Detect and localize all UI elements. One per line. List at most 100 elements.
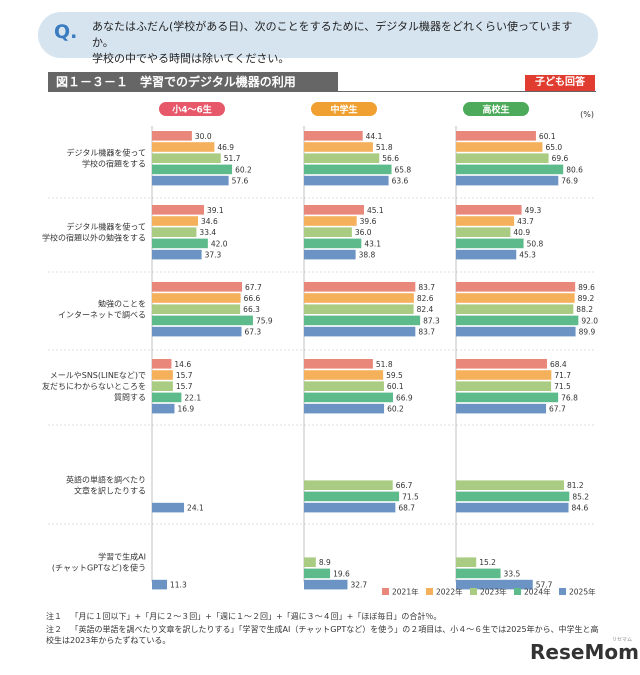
category-label-4-line-1: メールやSNS(LINEなど)で: [50, 371, 146, 380]
question-line-2: 学校の中でやる時間は除いてください。: [92, 52, 290, 65]
category-label-3-line-1: 勉強のことを: [98, 299, 146, 309]
bar-c1-g1-s3: [152, 153, 221, 163]
value-label-c2-g1-s1: 39.1: [207, 206, 224, 215]
group-label-3: 高校生: [482, 104, 509, 116]
value-label-c2-g1-s4: 42.0: [211, 239, 228, 248]
value-label-c1-g3-s1: 60.1: [539, 132, 556, 141]
bar-c5-g3-s5: [456, 502, 569, 513]
value-label-c4-g1-s5: 16.9: [177, 405, 194, 414]
value-label-c1-g1-s3: 51.7: [224, 154, 241, 163]
bar-c3-g3-s4: [456, 315, 579, 326]
value-label-c5-g1-s5: 24.1: [187, 504, 204, 513]
value-label-c4-g3-s3: 71.5: [554, 382, 571, 391]
bar-c4-g1-s1: [152, 359, 172, 369]
value-label-c2-g2-s2: 39.6: [360, 217, 377, 226]
note-1-text: 「月に１回以下」+「月に２～３回」+「週に１～２回」+「週に３～４回」+「ほぼ毎…: [70, 612, 442, 621]
bar-c4-g1-s4: [152, 392, 182, 403]
bar-c3-g3-s3: [456, 304, 574, 314]
percent-unit-label: (%): [580, 110, 594, 119]
respondent-badge: 子ども回答: [525, 75, 595, 91]
category-label-1-line-2: 学校の宿題をする: [82, 159, 146, 169]
bar-c2-g1-s5: [152, 249, 202, 260]
legend-swatch-1: [382, 588, 389, 595]
question-line-1: あなたはふだん(学校がある日)、次のことをするために、デジタル機器をどれくらい使…: [92, 20, 573, 49]
note-1: 注１ 「月に１回以下」+「月に２～３回」+「週に１～２回」+「週に３～４回」+「…: [46, 611, 441, 622]
bar-c4-g3-s2: [456, 370, 552, 380]
group-label-2: 中学生: [330, 104, 357, 116]
bar-c3-g3-s5: [456, 326, 576, 337]
legend-label-3: 2023年: [480, 587, 507, 597]
legend-swatch-2: [426, 588, 433, 595]
value-label-c2-g1-s5: 37.3: [205, 251, 222, 260]
value-label-c3-g2-s2: 82.6: [417, 294, 434, 303]
bar-c4-g3-s5: [456, 403, 547, 414]
bar-c4-g1-s2: [152, 370, 173, 380]
bar-c4-g2-s1: [304, 359, 373, 369]
bar-c2-g1-s2: [152, 216, 199, 226]
value-label-c4-g3-s4: 76.8: [561, 393, 578, 402]
bar-c2-g3-s3: [456, 227, 511, 237]
value-label-c1-g1-s5: 57.6: [232, 177, 249, 186]
group-pill-2: [311, 102, 377, 116]
bar-c4-g3-s4: [456, 392, 559, 403]
value-label-c5-g2-s5: 68.7: [398, 504, 415, 513]
value-label-c3-g2-s3: 82.4: [417, 305, 434, 314]
note-2-text: 「英語の単語を調べたり文章を訳したりする」「学習で生成AI（チャットGPTなど）…: [46, 625, 599, 645]
value-label-c1-g2-s1: 44.1: [366, 132, 383, 141]
bar-c6-g1-s5: [152, 579, 168, 590]
value-label-c2-g3-s3: 40.9: [513, 228, 530, 237]
value-label-c3-g1-s3: 66.3: [243, 305, 260, 314]
value-label-c4-g3-s2: 71.7: [554, 371, 571, 380]
bar-c4-g3-s1: [456, 359, 547, 369]
bar-c5-g3-s4: [456, 491, 570, 502]
group-pill-1: [159, 102, 225, 116]
value-label-c6-g3-s3: 15.2: [479, 558, 496, 567]
bar-c3-g1-s5: [152, 326, 242, 337]
bar-c3-g1-s3: [152, 304, 241, 314]
bar-c2-g2-s1: [304, 205, 364, 215]
value-label-c3-g3-s1: 89.6: [578, 283, 595, 292]
bar-c1-g3-s1: [456, 131, 536, 141]
legend-label-4: 2024年: [524, 587, 551, 597]
bar-c1-g3-s5: [456, 175, 559, 186]
value-label-c4-g2-s3: 60.1: [387, 382, 404, 391]
bar-c6-g2-s4: [304, 568, 331, 579]
value-label-c2-g3-s1: 49.3: [525, 206, 542, 215]
value-label-c6-g3-s4: 33.5: [504, 569, 521, 578]
value-label-c2-g2-s5: 38.8: [359, 251, 376, 260]
note-1-label: 注１: [46, 612, 62, 621]
bar-c2-g1-s1: [152, 205, 205, 215]
category-label-4-line-3: 質問する: [114, 392, 146, 402]
value-label-c3-g2-s5: 83.7: [418, 328, 435, 337]
value-label-c1-g1-s4: 60.2: [235, 165, 252, 174]
bar-c2-g3-s4: [456, 238, 524, 249]
value-label-c3-g3-s4: 92.0: [581, 316, 598, 325]
bar-c1-g1-s1: [152, 131, 192, 141]
bar-c4-g3-s3: [456, 381, 552, 391]
value-label-c6-g2-s3: 8.9: [319, 558, 331, 567]
figure-title: 図１－３－１ 学習でのデジタル機器の利用: [48, 72, 338, 92]
bar-c5-g2-s3: [304, 480, 393, 490]
bar-c2-g2-s5: [304, 249, 356, 260]
value-label-c1-g3-s4: 80.6: [566, 165, 583, 174]
bar-c5-g3-s3: [456, 480, 564, 490]
value-label-c2-g3-s5: 45.3: [519, 251, 536, 260]
category-label-2-line-2: 学校の宿題以外の勉強をする: [42, 233, 146, 243]
question-mark: Q.: [54, 21, 78, 43]
note-2-cont: 2023年からたずねている。: [70, 636, 171, 645]
logo-part-1: Rese: [530, 640, 585, 664]
bar-chart: 小4～6生 中学生 高校生 (%)デジタル機器を使って学校の宿題をする30.046.9…: [42, 102, 598, 597]
value-label-c3-g3-s3: 88.2: [576, 305, 593, 314]
value-label-c4-g3-s5: 67.7: [549, 405, 566, 414]
value-label-c1-g3-s3: 69.6: [552, 154, 569, 163]
value-label-c6-g2-s5: 32.7: [350, 581, 367, 590]
value-label-c5-g3-s3: 81.2: [567, 481, 584, 490]
legend-swatch-4: [514, 588, 521, 595]
value-label-c4-g1-s4: 22.1: [184, 393, 201, 402]
value-label-c3-g2-s4: 87.3: [423, 316, 440, 325]
bar-c1-g2-s1: [304, 131, 363, 141]
value-label-c4-g1-s3: 15.7: [176, 382, 193, 391]
bar-c1-g2-s3: [304, 153, 380, 163]
resemom-logo: ReseMom: [530, 640, 639, 664]
legend-label-1: 2021年: [392, 587, 419, 597]
